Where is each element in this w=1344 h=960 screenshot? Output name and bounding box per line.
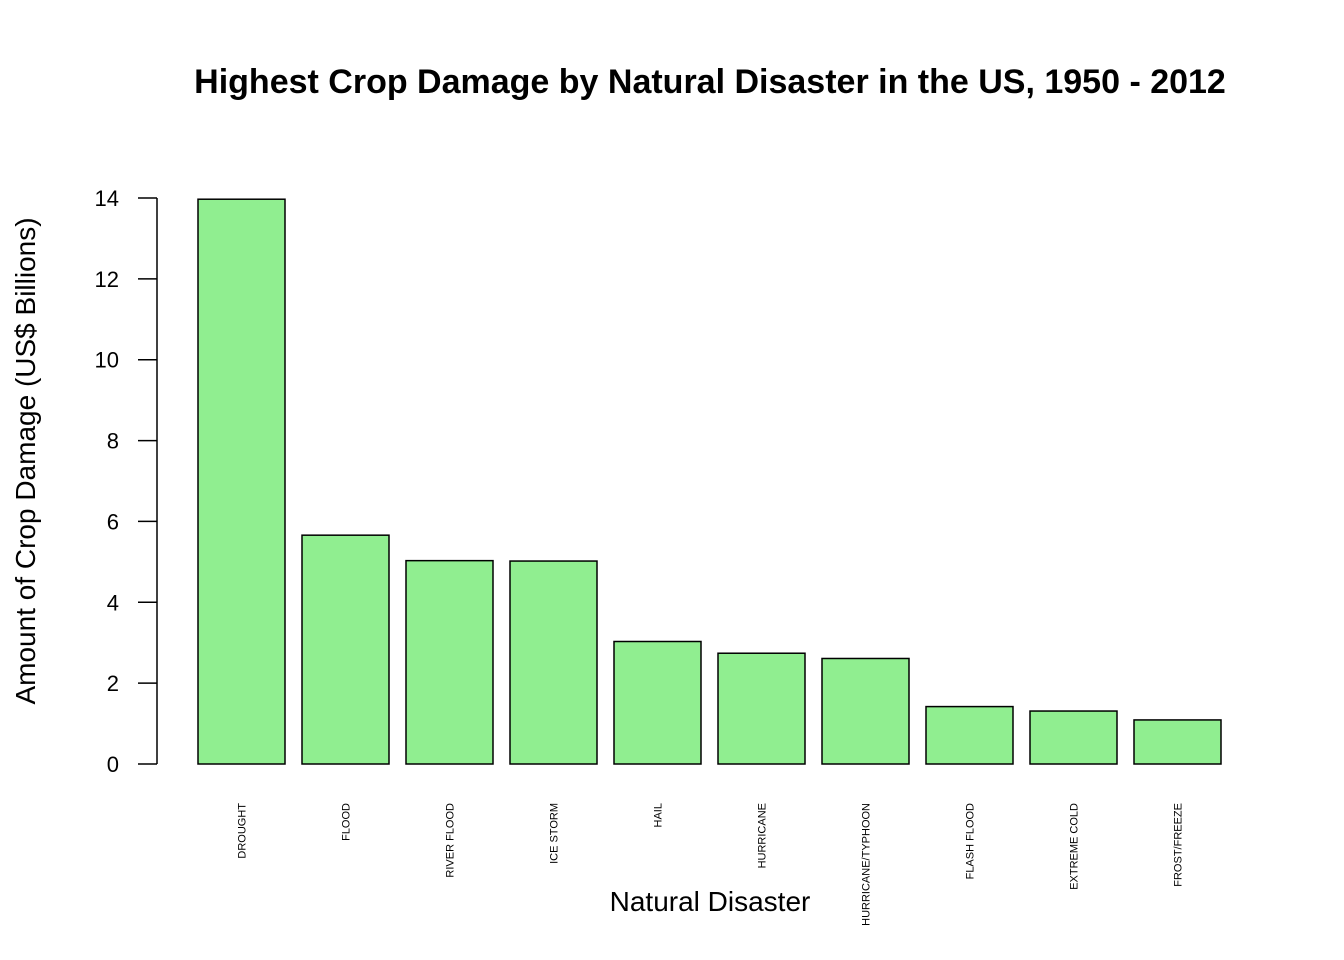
x-tick-label: EXTREME COLD <box>1069 803 1081 890</box>
category-labels: DROUGHT FLOOD RIVER FLOOD ICE STORM HAIL HURR… <box>237 803 1185 926</box>
x-tick-label: FLASH FLOOD <box>965 803 977 879</box>
x-axis-label: Natural Disaster <box>610 886 811 917</box>
bar-river-flood <box>405 559 494 765</box>
y-tick-label: 4 <box>107 590 119 615</box>
bar-hurricane-typhoon <box>821 657 910 765</box>
y-tick-label: 0 <box>107 752 119 777</box>
bar-hail <box>613 640 702 765</box>
y-axis-label: Amount of Crop Damage (US$ Billions) <box>10 217 41 704</box>
y-tick-label: 14 <box>95 186 119 211</box>
x-tick-label: HURRICANE/TYPHOON <box>861 803 873 926</box>
bar-flash-flood <box>925 705 1014 765</box>
y-axis: 0 2 4 6 8 10 12 14 <box>95 186 158 777</box>
bar-ice-storm <box>509 560 598 765</box>
bars <box>197 198 1222 765</box>
x-tick-label: DROUGHT <box>237 803 249 859</box>
x-tick-label: RIVER FLOOD <box>445 803 457 878</box>
x-tick-label: ICE STORM <box>549 803 561 864</box>
y-tick-label: 6 <box>107 509 119 534</box>
y-tick-label: 12 <box>95 267 119 292</box>
bar-frost-freeze <box>1133 719 1222 765</box>
chart-title: Highest Crop Damage by Natural Disaster … <box>194 63 1226 101</box>
x-tick-label: FLOOD <box>341 803 353 841</box>
x-tick-label: HURRICANE <box>757 803 769 868</box>
x-tick-label: HAIL <box>653 803 665 827</box>
x-tick-label: FROST/FREEZE <box>1173 803 1185 887</box>
y-tick-label: 10 <box>95 348 119 373</box>
bar-extreme-cold <box>1029 710 1118 765</box>
bar-flood <box>301 534 390 765</box>
y-tick-label: 2 <box>107 671 119 696</box>
bar-hurricane <box>717 652 806 765</box>
y-tick-label: 8 <box>107 429 119 454</box>
bar-drought <box>197 198 286 765</box>
